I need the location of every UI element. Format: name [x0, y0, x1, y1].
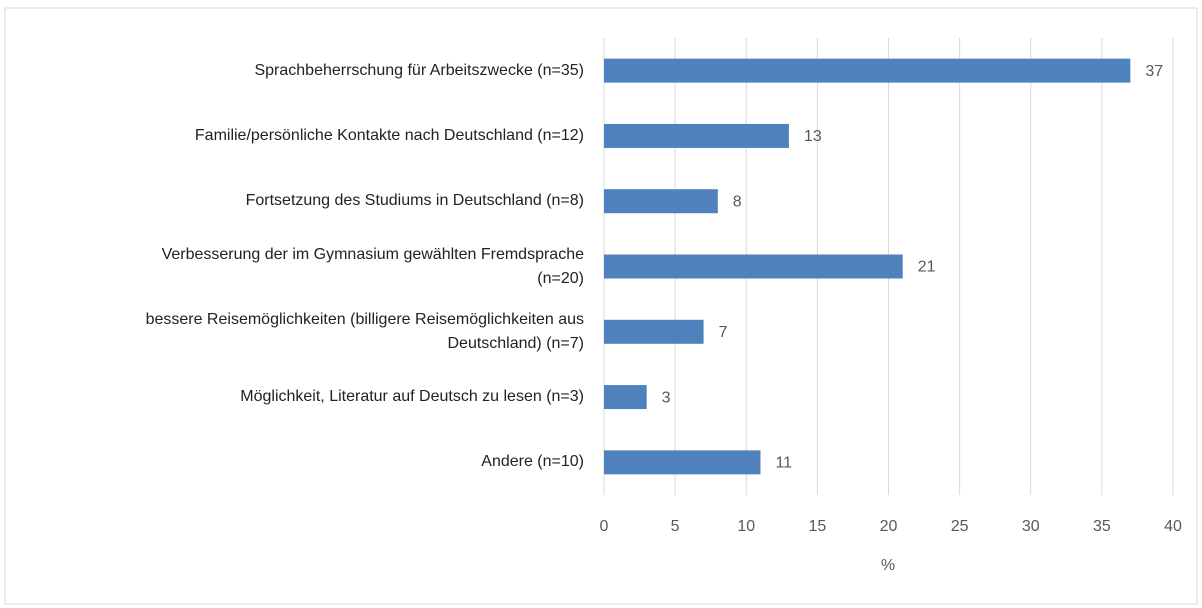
- bar: [604, 254, 903, 279]
- y-tick-label: bessere Reisemöglichkeiten (billigere Re…: [145, 310, 584, 352]
- y-tick-label: Familie/persönliche Kontakte nach Deutsc…: [194, 126, 584, 144]
- bar: [604, 319, 704, 344]
- bar: [604, 385, 647, 410]
- bar: [604, 450, 761, 475]
- bar: [604, 189, 718, 214]
- data-label: 3: [662, 389, 671, 406]
- data-label: 13: [804, 128, 822, 145]
- x-tick-label: 15: [808, 518, 826, 535]
- y-tick-label: Andere (n=10): [481, 453, 584, 471]
- x-axis-label: %: [881, 557, 895, 574]
- x-tick-label: 40: [1164, 518, 1182, 535]
- x-tick-label: 0: [600, 518, 609, 535]
- data-label: 11: [775, 455, 792, 472]
- data-label: 37: [1145, 63, 1163, 80]
- x-tick-label: 35: [1093, 518, 1111, 535]
- y-tick-label: Fortsetzung des Studiums in Deutschland …: [245, 192, 584, 210]
- data-label: 7: [719, 324, 728, 341]
- x-tick-label: 25: [951, 518, 969, 535]
- data-label: 8: [733, 193, 742, 210]
- y-tick-label: Verbesserung der im Gymnasium gewählten …: [161, 245, 584, 287]
- x-tick-label: 10: [737, 518, 755, 535]
- y-tick-label: Möglichkeit, Literatur auf Deutsch zu le…: [240, 388, 584, 406]
- y-tick-label: Sprachbeherrschung für Arbeitszwecke (n=…: [254, 61, 584, 79]
- bar: [604, 123, 789, 148]
- bar: [604, 58, 1131, 83]
- x-tick-label: 20: [880, 518, 898, 535]
- data-label: 21: [918, 259, 936, 276]
- x-tick-label: 5: [671, 518, 680, 535]
- x-tick-label: 30: [1022, 518, 1040, 535]
- chart-border: [4, 7, 1198, 605]
